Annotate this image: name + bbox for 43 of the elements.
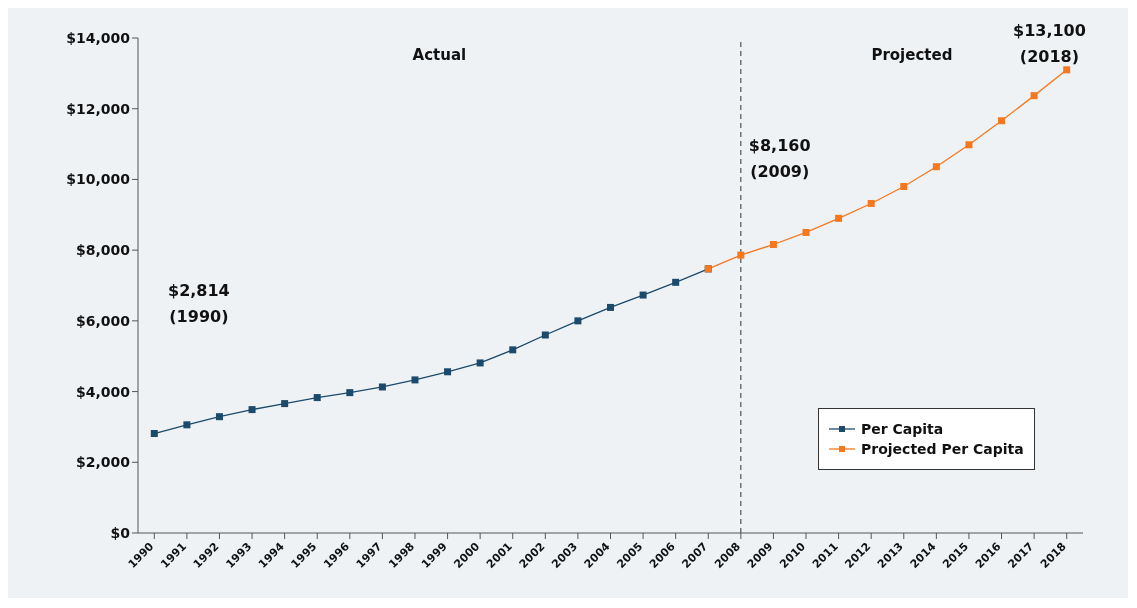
legend-label: Projected Per Capita [860,441,1024,457]
point [998,117,1006,125]
annotation: Projected [870,46,954,64]
point [932,163,940,171]
y-tick-label: $6,000 [75,312,131,329]
y-tick-label: $12,000 [66,100,131,117]
point [509,346,517,354]
point [541,331,549,339]
point [900,183,908,190]
point [672,278,680,286]
annotation: Actual [411,46,468,64]
point [867,199,875,207]
y-tick-label: $2,000 [75,454,131,471]
point [313,394,321,402]
point [411,376,419,384]
point [737,251,745,259]
point [1063,66,1071,74]
point [378,383,386,391]
point [248,406,256,414]
point [215,413,223,421]
point [1030,92,1038,100]
point [835,214,843,222]
y-tick-label: $14,000 [66,29,131,46]
point [639,291,647,299]
legend-label: Per Capita [860,421,945,437]
point [183,421,191,429]
point [281,400,289,408]
point [802,228,810,236]
point [574,317,582,325]
annotation: $13,100 (2018) [1013,20,1086,68]
annotation: $8,160 (2009) [748,135,811,183]
point [607,303,614,311]
y-tick-label: $10,000 [66,171,131,188]
point [150,430,158,438]
y-tick-label: $8,000 [75,242,131,259]
point [476,359,484,367]
annotation: $2,814 (1990) [168,280,230,328]
y-tick-label: $0 [110,524,131,541]
point [769,240,777,248]
point [346,389,354,397]
y-tick-label: $4,000 [75,383,131,400]
point [444,368,452,376]
point [965,141,973,149]
